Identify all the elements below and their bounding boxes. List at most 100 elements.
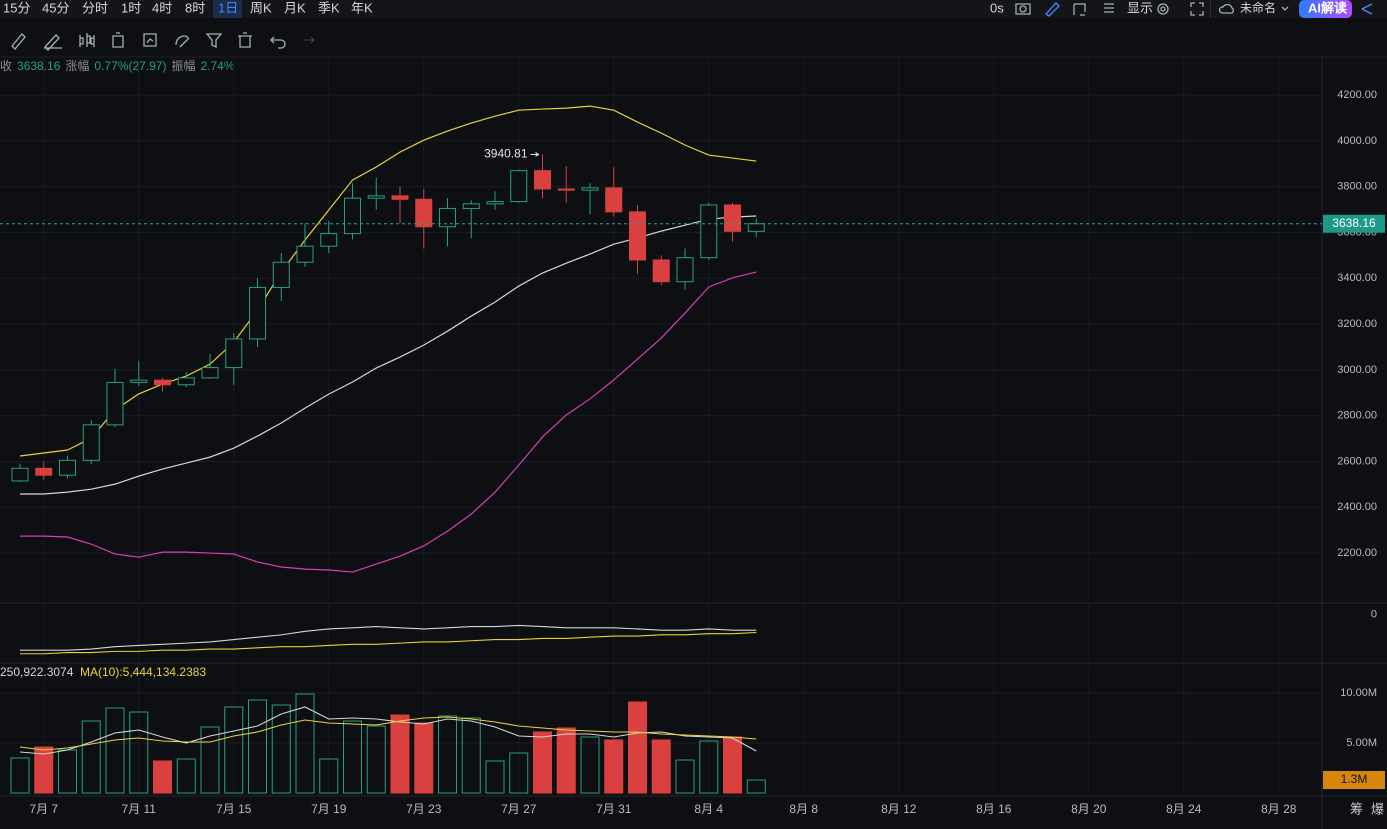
volume-bar [533, 731, 552, 794]
candle-body [652, 259, 670, 283]
interval-button[interactable]: 月K [284, 0, 306, 15]
filter-icon[interactable] [205, 33, 223, 49]
clear-icon[interactable] [112, 32, 124, 48]
cloud-icon[interactable] [1218, 3, 1234, 14]
info-text: 3638.16 [17, 59, 61, 73]
interval-button[interactable]: 周K [250, 0, 272, 15]
x-tick-label: 8月 8 [789, 802, 818, 816]
share-icon[interactable] [1361, 3, 1373, 15]
volume-bar [105, 707, 125, 794]
x-tick-label: 8月 20 [1071, 802, 1107, 816]
x-tick-label: 7月 11 [122, 802, 157, 816]
toolbar-item[interactable]: AI解读 [1308, 0, 1347, 15]
toolbar-bg [0, 0, 1387, 18]
settings-icon[interactable] [1157, 3, 1169, 15]
volume-bar [509, 752, 529, 794]
x-tick-label: 8月 28 [1261, 802, 1297, 816]
list-icon[interactable] [1104, 3, 1114, 13]
interval-button[interactable]: 15分 [3, 0, 30, 15]
y-tick-label: 3200.00 [1337, 318, 1377, 330]
volume-bar [34, 746, 54, 794]
candle-icon[interactable] [79, 33, 95, 47]
y-tick-label: 4200.00 [1337, 89, 1377, 101]
volume-bar [10, 757, 30, 794]
interval-button[interactable]: 季K [318, 0, 340, 15]
volume-bar [438, 715, 457, 794]
candle-body [296, 245, 314, 263]
camera-icon[interactable] [1015, 3, 1031, 15]
x-tick-label: 8月 12 [881, 802, 917, 816]
side-label[interactable]: 爆 [1371, 801, 1384, 816]
chart-icon[interactable] [143, 33, 157, 47]
toolbar-item[interactable]: 0s [990, 0, 1004, 15]
magnet-icon[interactable] [175, 35, 190, 48]
candle-body [462, 203, 480, 209]
y-tick-label: 3800.00 [1337, 181, 1377, 193]
delete-icon[interactable] [238, 32, 252, 48]
interval-button[interactable]: 1日 [218, 0, 238, 15]
volume-bar [81, 720, 101, 794]
annotation-arrow [530, 152, 540, 157]
toolbar-item[interactable]: 未命名 [1240, 0, 1276, 15]
y-tick-label: 3000.00 [1337, 364, 1377, 376]
candle-body [605, 187, 623, 213]
redo-icon[interactable] [304, 36, 315, 44]
drawing-tools[interactable] [11, 32, 315, 51]
band-line [20, 271, 757, 573]
candle-body [439, 207, 456, 228]
candle-body [415, 198, 433, 228]
y-tick-label: 2800.00 [1337, 410, 1377, 422]
candle-body [11, 467, 29, 482]
candle-body [534, 170, 551, 190]
volume-bar [580, 736, 600, 794]
candle-body [59, 459, 76, 476]
candle-body [510, 170, 528, 203]
interval-button[interactable]: 8时 [185, 0, 205, 15]
side-label[interactable]: 筹 [1350, 801, 1363, 816]
volume-bar [651, 739, 671, 794]
candle-body [154, 379, 171, 386]
y-tick-label: 0 [1371, 609, 1377, 621]
interval-button[interactable]: 4时 [152, 0, 172, 15]
interval-button[interactable]: 1时 [121, 0, 141, 15]
candle-body [391, 195, 409, 200]
toolbar-item[interactable]: 显示 [1127, 0, 1153, 15]
ai-button-bg[interactable] [1299, 0, 1352, 18]
pen-icon[interactable] [44, 34, 62, 51]
layout-icon[interactable] [1073, 3, 1086, 16]
volume-bar [746, 779, 766, 794]
interval-button[interactable]: 45分 [42, 0, 69, 15]
volume-bar [224, 706, 244, 794]
volume-legend: 250,922.3074 [0, 665, 74, 679]
candle-body [557, 188, 575, 191]
x-tick-label: 8月 16 [976, 802, 1012, 816]
ruler-icon[interactable] [11, 33, 26, 50]
undo-icon[interactable] [270, 36, 286, 49]
dropdown-icon[interactable] [1281, 6, 1289, 11]
volume-bar [248, 699, 267, 794]
volume-bar [556, 727, 576, 794]
volume-legend: MA(10):5,444,134.2383 [80, 665, 206, 679]
candle-body [272, 261, 290, 288]
edit-icon[interactable] [1045, 2, 1060, 17]
candle-body [486, 201, 504, 205]
y-tick-label: 3400.00 [1337, 272, 1377, 284]
interval-button[interactable]: 年K [351, 0, 373, 15]
toolbar-right-icons[interactable] [1015, 0, 1373, 18]
volume-bar [723, 736, 742, 794]
volume-bar [200, 726, 220, 794]
volume-bar [699, 740, 719, 794]
volume-bar [343, 720, 362, 794]
info-text: 0.77%(27.97) [94, 59, 166, 73]
interval-button[interactable]: 分时 [82, 0, 108, 15]
volume-bar [628, 701, 647, 794]
fullscreen-icon[interactable] [1190, 2, 1204, 16]
last-price-tag [1323, 214, 1385, 233]
candle-body [676, 257, 694, 283]
y-tick-label: 10.00M [1340, 687, 1377, 699]
candle-body [130, 379, 148, 383]
candle-body [629, 211, 646, 261]
